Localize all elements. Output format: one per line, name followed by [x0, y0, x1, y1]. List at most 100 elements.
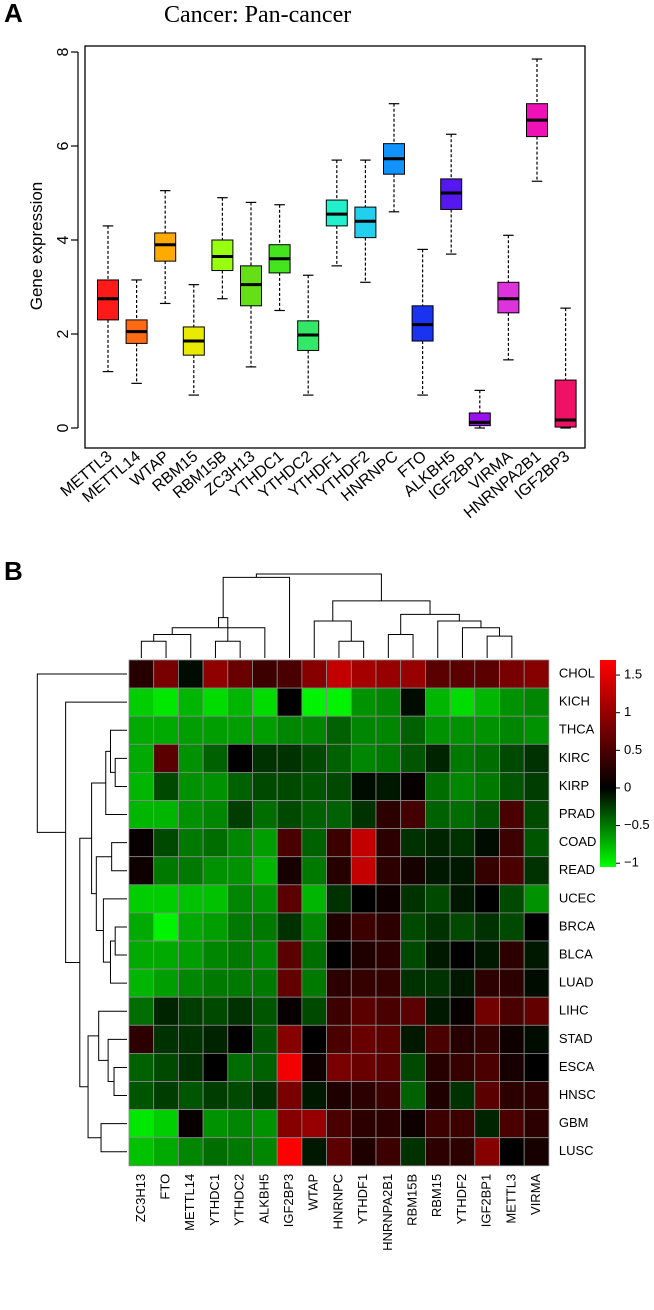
heatmap-cell [499, 912, 525, 942]
heatmap-cell [449, 828, 476, 858]
box-YTHDF1 [325, 159, 348, 267]
heatmap-cell [128, 828, 155, 858]
heatmap-cell [202, 828, 229, 858]
heatmap-cell [301, 1053, 327, 1082]
y-tick-label: 4 [55, 235, 72, 244]
box-HNRNPA2B1 [526, 58, 548, 182]
heatmap-cell [424, 856, 451, 886]
heatmap-cell [523, 1137, 550, 1167]
heatmap-cell [301, 1081, 327, 1111]
heatmap-cell [400, 996, 426, 1026]
dendrogram-branch [109, 729, 127, 773]
heatmap-cell [128, 1109, 155, 1139]
heatmap-cell [276, 1109, 303, 1139]
heatmap-cell [128, 800, 155, 830]
heatmap-cell [400, 1024, 426, 1054]
box-ZC3H13 [240, 201, 262, 368]
heatmap-cell [202, 743, 229, 773]
row-label: PRAD [559, 806, 595, 821]
heatmap-cell [400, 940, 426, 970]
heatmap-cell [227, 800, 253, 830]
row-label: UCEC [559, 890, 596, 905]
heatmap-cell [153, 715, 179, 745]
heatmap-cell [499, 1024, 525, 1054]
dendrogram-branch [105, 750, 127, 816]
heatmap-cell [449, 1024, 476, 1054]
y-tick-label: 0 [55, 423, 72, 432]
heatmap-cell [202, 1109, 229, 1139]
heatmap-cell [350, 743, 377, 773]
heatmap-cell [128, 1053, 155, 1082]
legend-tick-label: 0.5 [624, 742, 642, 757]
heatmap-cell [301, 715, 327, 745]
heatmap-cell [227, 1137, 253, 1167]
heatmap-cell [177, 772, 204, 801]
heatmap-cell [177, 828, 204, 858]
heatmap-cell [252, 1137, 278, 1167]
box-FTO [411, 248, 434, 396]
row-label: LIHC [559, 1003, 589, 1018]
column-label: FTO [157, 1174, 172, 1200]
dendrogram-branch [114, 757, 127, 787]
heatmap-cell [276, 856, 303, 886]
box-WTAP [154, 190, 177, 305]
heatmap-cell [523, 687, 550, 717]
heatmap-cell [523, 1024, 550, 1054]
heatmap-cell [523, 968, 550, 998]
row-label: THCA [559, 722, 595, 737]
heatmap-cell [153, 659, 179, 689]
dendrogram-branch [461, 627, 500, 658]
heatmap-cell [301, 996, 327, 1026]
heatmap-cell [301, 1137, 327, 1167]
column-dendrogram [140, 573, 513, 658]
heatmap-cell [301, 828, 327, 858]
heatmap-cell [375, 828, 402, 858]
heatmap-cell [375, 940, 402, 970]
heatmap-cell [177, 884, 204, 914]
heatmap-cell [499, 1137, 525, 1167]
heatmap-cell [177, 715, 204, 745]
dendrogram-branch [153, 633, 192, 658]
heatmap-cell [424, 1024, 451, 1054]
heatmap-cell [474, 1137, 500, 1167]
heatmap-cell [326, 772, 352, 801]
heatmap-cell [177, 996, 204, 1026]
column-label: IGF2BP1 [479, 1174, 494, 1227]
dendrogram-branch [114, 926, 127, 956]
column-label: METTL14 [182, 1174, 197, 1231]
dendrogram-branch [387, 633, 414, 658]
row-label: BLCA [559, 946, 593, 961]
heatmap-cell [276, 996, 303, 1026]
heatmap-cell [350, 1109, 377, 1139]
heatmap-cell [350, 996, 377, 1026]
heatmap-cell [177, 659, 204, 689]
heatmap-cell [252, 715, 278, 745]
heatmap-cell [128, 1137, 155, 1167]
heatmap-cell [202, 1024, 229, 1054]
heatmap-cell [128, 968, 155, 998]
heatmap-cell [400, 659, 426, 689]
box-METTL3 [97, 225, 119, 373]
heatmap-cell [177, 1137, 204, 1167]
column-label: HNRNPC [330, 1174, 345, 1230]
heatmap-cell [424, 1053, 451, 1082]
heatmap-cell [153, 856, 179, 886]
heatmap-cell [202, 1081, 229, 1111]
heatmap-cell [449, 884, 476, 914]
heatmap-cell [153, 772, 179, 801]
heatmap-cell [375, 1053, 402, 1082]
heatmap-cell [474, 940, 500, 970]
heatmap-cell [350, 828, 377, 858]
heatmap-cell [474, 912, 500, 942]
box-YTHDF2 [354, 159, 377, 283]
heatmap-cell [276, 912, 303, 942]
row-label: ESCA [559, 1059, 595, 1074]
heatmap-cell [252, 968, 278, 998]
column-label: HNRNPA2B1 [380, 1174, 395, 1251]
heatmap-cell [252, 828, 278, 858]
heatmap-cell [499, 687, 525, 717]
heatmap-cell [153, 800, 179, 830]
legend-colorbar [600, 660, 616, 867]
heatmap-cell [227, 687, 253, 717]
heatmap-cell [424, 828, 451, 858]
